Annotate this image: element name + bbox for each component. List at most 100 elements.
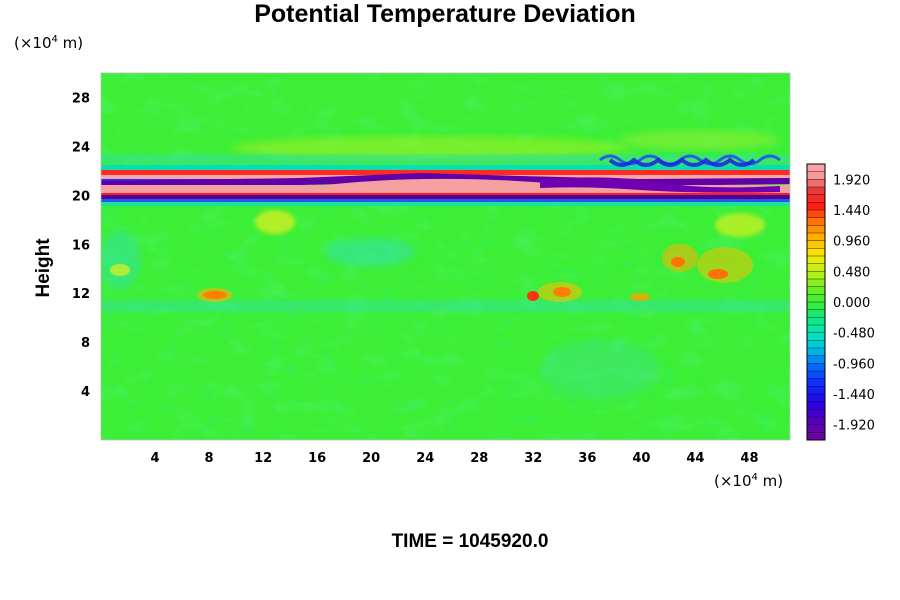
cyan-layer-12 — [101, 300, 790, 312]
colorbar-segment — [807, 294, 825, 303]
x-unit-exponent: 4 — [751, 472, 758, 483]
x-axis-unit: (×104 m) — [714, 472, 783, 490]
colorbar-segment — [807, 217, 825, 226]
colorbar-segment — [807, 302, 825, 311]
x-tick-label: 24 — [416, 451, 434, 466]
colorbar-segment — [807, 286, 825, 295]
patch-yellow-6 — [715, 213, 765, 237]
colorbar-label: -1.440 — [833, 388, 875, 403]
x-tick-label: 32 — [524, 451, 542, 466]
plot-frame — [100, 72, 791, 441]
band-red-top — [101, 170, 790, 175]
colorbar-segment — [807, 309, 825, 318]
colorbar-segment — [807, 325, 825, 334]
colorbar-label: 1.920 — [833, 173, 870, 188]
colorbar-frame — [806, 163, 826, 441]
chart-title: Potential Temperature Deviation — [254, 0, 636, 28]
colorbar-segment — [807, 348, 825, 357]
colorbar-segment — [807, 164, 825, 173]
colorbar-segment — [807, 340, 825, 349]
x-tick-label: 48 — [740, 451, 758, 466]
band-blue-lower — [101, 199, 790, 202]
colorbar: 1.920 1.440 0.960 0.480 0.000 -0.480 -0.960 -1.… — [806, 163, 875, 441]
colorbar-label: 0.480 — [833, 265, 870, 280]
band-cyan-top — [101, 165, 790, 170]
x-tick-label: 28 — [470, 451, 488, 466]
upper-haze-2 — [620, 130, 780, 150]
y-unit-prefix: (×10 — [14, 34, 52, 52]
patch-cyan-1 — [325, 238, 415, 266]
heatmap-texture-cyan — [101, 200, 790, 440]
y-tick-label: 28 — [72, 91, 90, 106]
colorbar-segment — [807, 256, 825, 265]
time-label: TIME = 1045920.0 — [391, 531, 549, 552]
colorbar-segment — [807, 171, 825, 180]
y-unit-suffix: m) — [57, 34, 84, 52]
band-cyan-lower — [101, 202, 790, 206]
x-axis-ticks: 4 8 12 16 20 24 28 32 36 40 44 48 — [151, 451, 759, 466]
colorbar-segment — [807, 317, 825, 326]
x-tick-label: 44 — [686, 451, 704, 466]
colorbar-segment — [807, 233, 825, 242]
purple-patch-right — [540, 177, 780, 193]
x-tick-label: 36 — [578, 451, 596, 466]
y-tick-label: 8 — [81, 336, 90, 351]
y-axis-ticks: 4 8 12 16 20 24 28 — [72, 91, 90, 400]
colorbar-segment — [807, 401, 825, 410]
patch-orange-1 — [197, 288, 233, 302]
colorbar-segment — [807, 409, 825, 418]
patch-cyan-2 — [101, 230, 140, 290]
colorbar-label: 0.000 — [833, 296, 870, 311]
y-unit-exponent: 4 — [51, 34, 58, 45]
y-axis-unit: (×104 m) — [14, 34, 83, 52]
colorbar-segment — [807, 417, 825, 426]
colorbar-label: 1.440 — [833, 204, 870, 219]
heatmap-field — [101, 73, 790, 440]
y-tick-label: 20 — [72, 189, 90, 204]
colorbar-label: -0.480 — [833, 327, 875, 342]
patch-orange-4 — [662, 244, 698, 272]
patch-yellow-8 — [110, 264, 130, 276]
colorbar-segment — [807, 363, 825, 372]
y-tick-label: 24 — [72, 140, 90, 155]
colorbar-segment — [807, 271, 825, 280]
colorbar-segment — [807, 194, 825, 203]
colorbar-segment — [807, 394, 825, 403]
colorbar-segment — [807, 332, 825, 341]
colorbar-segment — [807, 371, 825, 380]
x-tick-label: 8 — [205, 451, 214, 466]
colorbar-segment — [807, 187, 825, 196]
cyan-wave-band — [101, 154, 790, 164]
colorbar-segment — [807, 386, 825, 395]
colorbar-segment — [807, 248, 825, 257]
patch-orange-7 — [630, 293, 650, 301]
patch-cyan-3 — [540, 340, 660, 400]
colorbar-segment — [807, 378, 825, 387]
colorbar-segment — [807, 279, 825, 288]
patch-red-3 — [527, 291, 539, 301]
x-tick-label: 12 — [254, 451, 272, 466]
band-red-lower — [101, 193, 790, 195]
x-tick-label: 40 — [632, 451, 650, 466]
colorbar-segment — [807, 355, 825, 364]
colorbar-segment — [807, 202, 825, 211]
x-tick-label: 20 — [362, 451, 380, 466]
colorbar-label: -0.960 — [833, 357, 875, 372]
x-tick-label: 4 — [151, 451, 160, 466]
blue-crests-right — [608, 157, 756, 167]
y-tick-label: 16 — [72, 238, 90, 253]
y-tick-label: 4 — [81, 385, 90, 400]
x-tick-label: 16 — [308, 451, 326, 466]
patch-orange-5 — [697, 247, 753, 283]
patch-yellow-1 — [255, 210, 295, 234]
patch-orange-2 — [538, 282, 582, 302]
colorbar-label: -1.920 — [833, 419, 875, 434]
x-unit-prefix: (×10 — [714, 472, 752, 490]
colorbar-segment — [807, 263, 825, 272]
colorbar-segment — [807, 432, 825, 441]
colorbar-segment — [807, 210, 825, 219]
colorbar-segment — [807, 240, 825, 249]
band-purple-lower — [101, 195, 790, 199]
x-unit-suffix: m) — [757, 472, 784, 490]
